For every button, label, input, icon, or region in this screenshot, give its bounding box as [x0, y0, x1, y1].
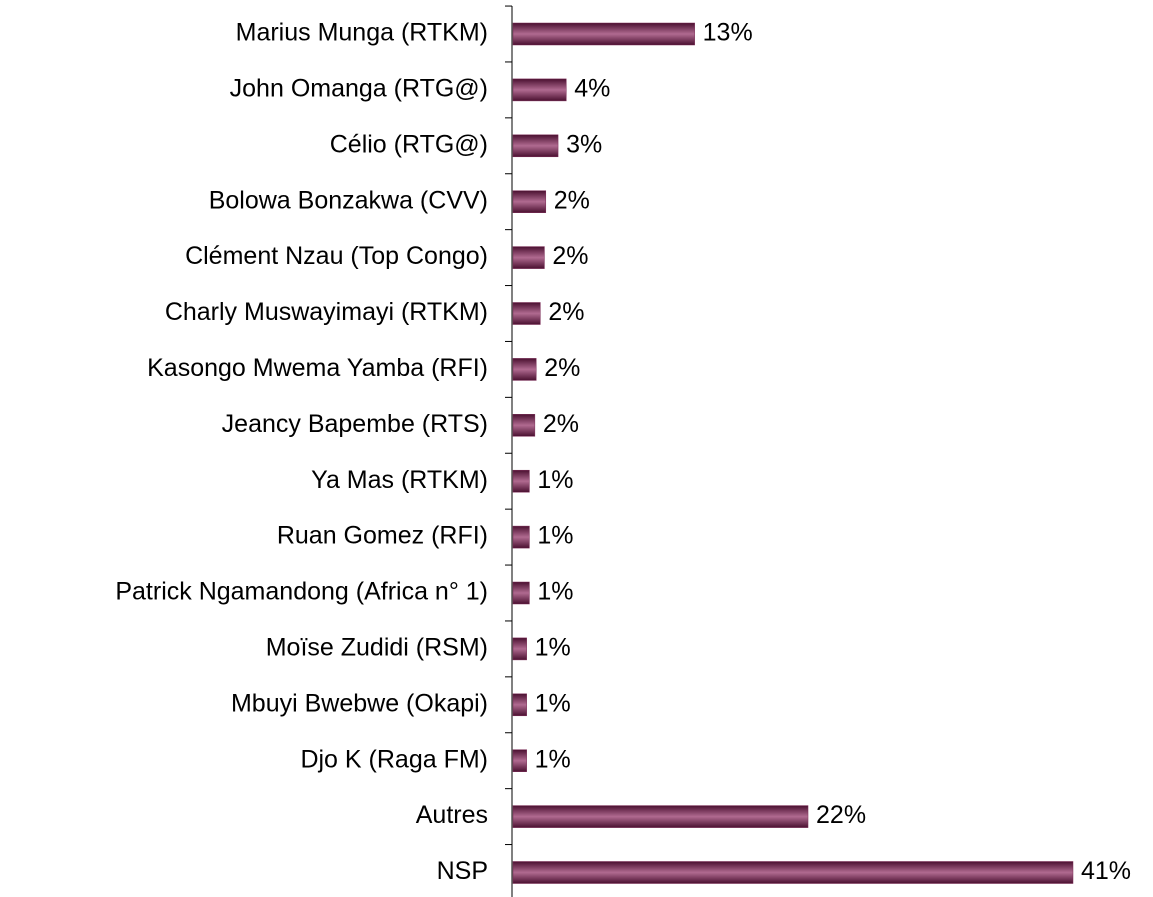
value-label: 2%: [552, 242, 588, 270]
bar: [512, 358, 537, 381]
value-label: 41%: [1081, 857, 1131, 885]
value-label: 4%: [574, 75, 610, 103]
category-label: Djo K (Raga FM): [300, 745, 488, 773]
value-label: 2%: [543, 410, 579, 438]
category-label: Ruan Gomez (RFI): [277, 522, 488, 550]
value-label: 1%: [537, 522, 573, 550]
bar: [512, 414, 536, 437]
bar: [512, 693, 527, 717]
category-label: John Omanga (RTG@): [230, 75, 488, 103]
category-label: Bolowa Bonzakwa (CVV): [209, 186, 488, 214]
bar: [512, 302, 541, 325]
category-label: Kasongo Mwema Yamba (RFI): [147, 354, 488, 382]
bar: [512, 805, 809, 828]
bar: [512, 78, 567, 102]
category-label: Marius Munga (RTKM): [236, 19, 488, 47]
value-label: 1%: [537, 466, 573, 494]
bar: [512, 246, 545, 269]
value-label: 2%: [548, 298, 584, 326]
bar: [512, 581, 530, 605]
value-label: 1%: [535, 745, 571, 773]
bar: [512, 637, 527, 661]
category-label: Moïse Zudidi (RSM): [266, 634, 488, 662]
category-label: Charly Muswayimayi (RTKM): [165, 298, 488, 326]
value-label: 1%: [537, 578, 573, 606]
value-label: 3%: [566, 130, 602, 158]
bar: [512, 469, 530, 493]
category-label: Ya Mas (RTKM): [311, 466, 488, 494]
value-label: 2%: [544, 354, 580, 382]
bar: [512, 22, 695, 46]
value-label: 13%: [703, 19, 753, 47]
category-label: Célio (RTG@): [330, 130, 488, 158]
value-label: 1%: [535, 689, 571, 717]
value-label: 2%: [554, 186, 590, 214]
bar: [512, 134, 559, 158]
category-label: Mbuyi Bwebwe (Okapi): [231, 689, 488, 717]
value-label: 22%: [816, 801, 866, 829]
bar: [512, 861, 1074, 884]
bar: [512, 190, 547, 213]
bar: [512, 749, 527, 772]
category-label: Patrick Ngamandong (Africa n° 1): [115, 578, 488, 606]
bar: [512, 525, 530, 549]
category-label: Autres: [416, 801, 488, 829]
value-label: 1%: [535, 634, 571, 662]
category-label: Jeancy Bapembe (RTS): [222, 410, 488, 438]
category-label: NSP: [437, 857, 488, 885]
category-label: Clément Nzau (Top Congo): [185, 242, 488, 270]
